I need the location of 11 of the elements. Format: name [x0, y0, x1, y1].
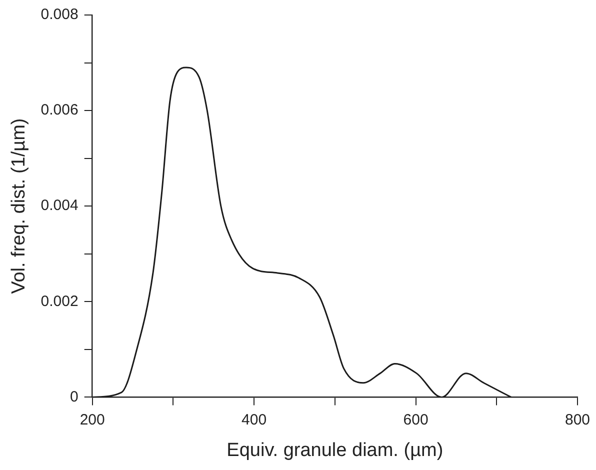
- x-tick-label: 200: [80, 411, 105, 428]
- y-axis-title: Vol. freq. dist. (1/µm): [8, 118, 30, 294]
- x-axis-title: Equiv. granule diam. (µm): [226, 440, 444, 461]
- x-tick-label: 800: [564, 411, 590, 428]
- y-tick-label: 0: [70, 388, 78, 406]
- y-tick-label: 0.006: [40, 102, 78, 119]
- x-tick-label: 600: [403, 411, 428, 428]
- x-tick-label: 400: [242, 411, 267, 428]
- y-tick-label: 0.004: [40, 197, 78, 214]
- y-tick-label: 0.008: [40, 6, 78, 24]
- y-tick-label: 0.002: [40, 292, 78, 310]
